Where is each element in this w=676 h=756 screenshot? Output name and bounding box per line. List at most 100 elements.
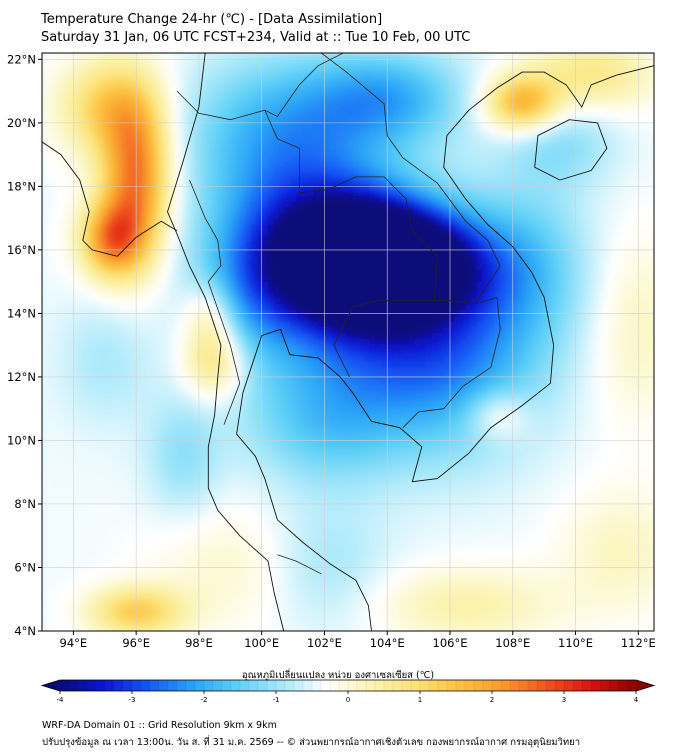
field-cell: [550, 275, 557, 283]
field-cell: [488, 115, 495, 123]
field-cell: [200, 138, 207, 145]
field-cell: [58, 304, 66, 311]
field-cell: [505, 110, 512, 117]
field-cell: [358, 184, 365, 191]
field-cell: [301, 167, 309, 174]
field-cell: [601, 201, 608, 208]
field-cell: [652, 161, 654, 168]
field-cell: [375, 304, 382, 311]
field-cell: [53, 167, 60, 174]
field-cell: [437, 58, 444, 65]
field-cell: [522, 253, 529, 260]
field-cell: [522, 184, 529, 191]
field-cell: [460, 133, 467, 140]
field-cell: [460, 270, 467, 277]
field-cell: [392, 213, 399, 220]
field-cell: [403, 93, 410, 100]
field-cell: [256, 75, 263, 83]
field-cell: [109, 53, 116, 60]
field-cell: [358, 87, 365, 94]
field-cell: [550, 75, 557, 83]
field-cell: [658, 139, 664, 145]
field-cell: [104, 241, 111, 248]
field-cell: [612, 304, 619, 311]
field-cell: [386, 53, 393, 60]
field-cell: [155, 293, 162, 300]
field-cell: [590, 173, 597, 180]
field-cell: [510, 138, 518, 145]
field-cell: [87, 195, 94, 203]
field-cell: [437, 201, 444, 208]
field-cell: [414, 53, 421, 60]
field-cell: [488, 247, 495, 254]
field-cell: [211, 150, 218, 157]
field-cell: [595, 195, 602, 203]
field-cell: [392, 127, 399, 134]
field-cell: [251, 241, 258, 248]
field-cell: [522, 150, 529, 157]
field-cell: [658, 64, 664, 70]
field-cell: [556, 178, 563, 186]
field-cell: [590, 150, 597, 157]
field-cell: [522, 75, 529, 83]
field-cell: [284, 184, 292, 191]
field-cell: [256, 87, 263, 94]
field-cell: [188, 75, 196, 83]
field-cell: [98, 253, 105, 260]
field-cell: [392, 155, 399, 163]
field-cell: [426, 184, 433, 191]
field-cell: [465, 87, 472, 94]
field-cell: [256, 110, 263, 117]
field-cell: [273, 235, 280, 243]
field-cell: [171, 298, 179, 306]
field-cell: [658, 167, 664, 173]
field-cell: [595, 104, 602, 111]
field-cell: [268, 270, 275, 277]
field-cell: [75, 281, 83, 288]
field-cell: [166, 87, 173, 94]
field-cell: [590, 218, 597, 226]
field-cell: [341, 270, 348, 277]
field-cell: [386, 184, 393, 191]
field-cell: [595, 93, 602, 100]
field-cell: [330, 201, 337, 208]
field-cell: [623, 190, 631, 197]
field-cell: [58, 293, 66, 300]
field-cell: [268, 304, 275, 311]
field-cell: [358, 150, 365, 157]
field-cell: [561, 218, 568, 226]
field-cell: [612, 155, 619, 163]
field-cell: [493, 93, 501, 100]
field-cell: [290, 110, 297, 117]
field-cell: [646, 247, 653, 254]
field-cell: [143, 98, 150, 105]
field-cell: [245, 110, 252, 117]
field-cell: [573, 253, 580, 260]
field-cell: [318, 247, 325, 254]
field-cell: [126, 161, 133, 168]
field-cell: [505, 281, 512, 288]
field-cell: [658, 93, 664, 99]
field-cell: [488, 258, 495, 266]
field-cell: [47, 58, 54, 65]
field-cell: [166, 161, 173, 168]
field-cell: [629, 213, 636, 220]
field-cell: [386, 258, 393, 266]
field-cell: [347, 58, 354, 65]
field-cell: [623, 58, 631, 65]
field-cell: [567, 161, 574, 168]
field-cell: [584, 98, 591, 105]
field-cell: [578, 133, 585, 140]
field-cell: [222, 70, 229, 77]
field-cell: [194, 138, 201, 145]
field-cell: [47, 167, 54, 174]
field-cell: [188, 184, 196, 191]
field-cell: [431, 110, 438, 117]
field-cell: [262, 93, 269, 100]
field-cell: [381, 224, 388, 231]
field-cell: [279, 70, 286, 77]
field-cell: [652, 218, 654, 226]
field-cell: [640, 70, 647, 77]
field-cell: [166, 264, 173, 271]
field-cell: [352, 293, 359, 300]
